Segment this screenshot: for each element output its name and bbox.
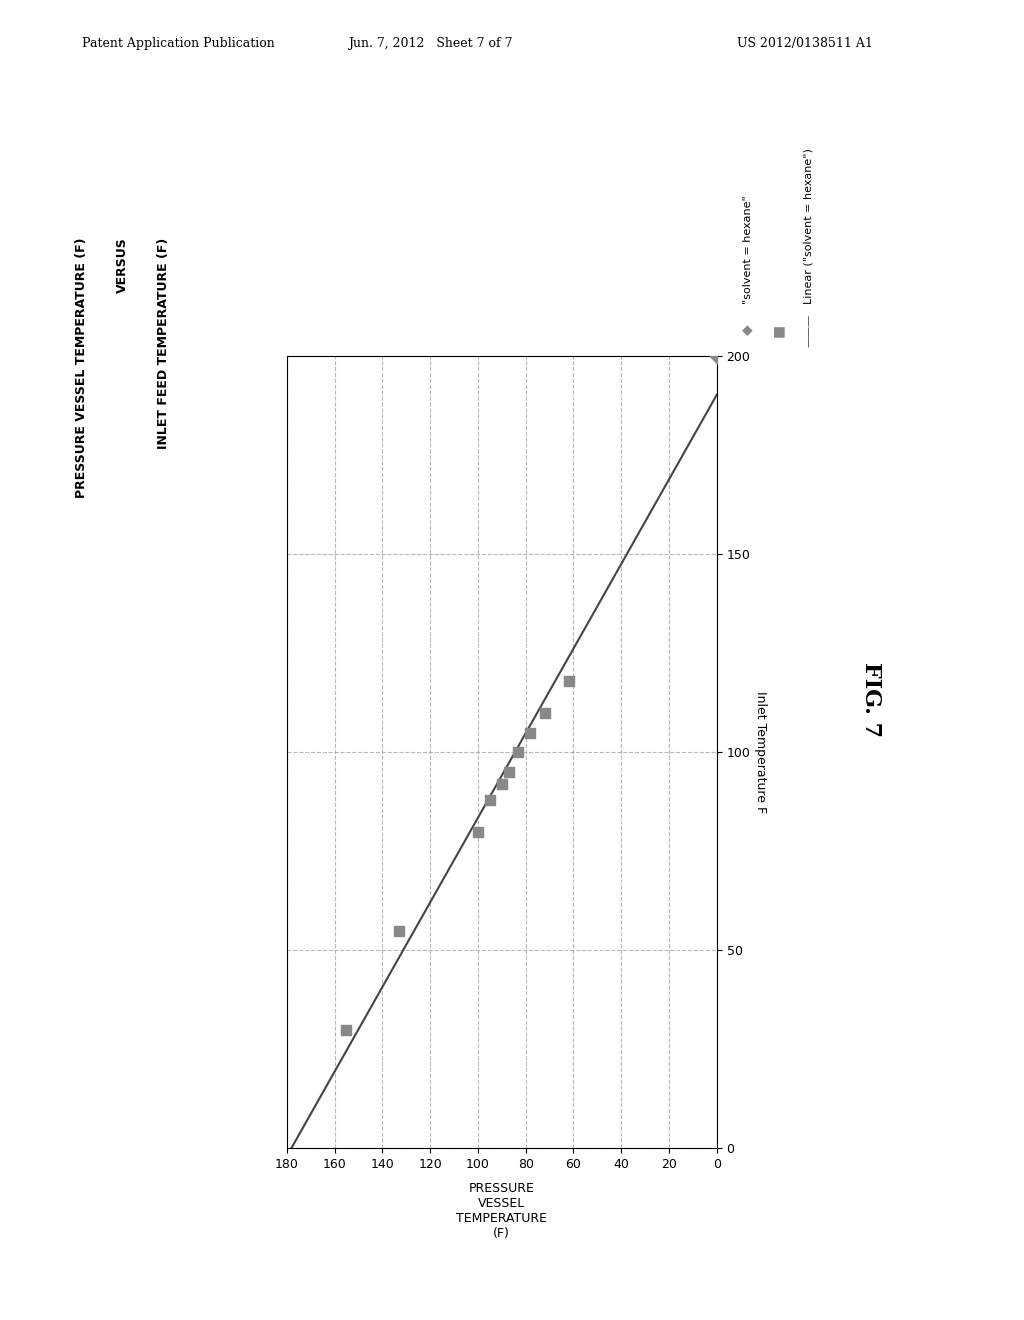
Text: ◆: ◆: [740, 325, 755, 335]
Point: [501, 762, 517, 783]
Text: FIG. 7: FIG. 7: [860, 663, 882, 737]
Text: ———: ———: [804, 313, 814, 347]
X-axis label: PRESSURE
VESSEL
TEMPERATURE
(F): PRESSURE VESSEL TEMPERATURE (F): [457, 1183, 547, 1241]
Text: Patent Application Publication: Patent Application Publication: [82, 37, 274, 50]
Y-axis label: Inlet Temperature F: Inlet Temperature F: [754, 692, 767, 813]
Point: [470, 821, 486, 842]
Point: [510, 742, 526, 763]
Text: US 2012/0138511 A1: US 2012/0138511 A1: [737, 37, 873, 50]
Point: [522, 722, 539, 743]
Point: [494, 774, 510, 795]
Text: INLET FEED TEMPERATURE (F): INLET FEED TEMPERATURE (F): [158, 238, 170, 449]
Text: Jun. 7, 2012   Sheet 7 of 7: Jun. 7, 2012 Sheet 7 of 7: [348, 37, 512, 50]
Point: [709, 346, 725, 367]
Point: [537, 702, 553, 723]
Text: ■: ■: [771, 323, 785, 337]
Text: PRESSURE VESSEL TEMPERATURE (F): PRESSURE VESSEL TEMPERATURE (F): [76, 238, 88, 498]
Point: [481, 789, 498, 810]
Text: "solvent = hexane": "solvent = hexane": [742, 195, 753, 304]
Point: [560, 671, 577, 692]
Text: Linear ("solvent = hexane"): Linear ("solvent = hexane"): [804, 148, 814, 304]
Point: [338, 1019, 354, 1040]
Text: VERSUS: VERSUS: [117, 238, 129, 293]
Point: [391, 920, 408, 941]
